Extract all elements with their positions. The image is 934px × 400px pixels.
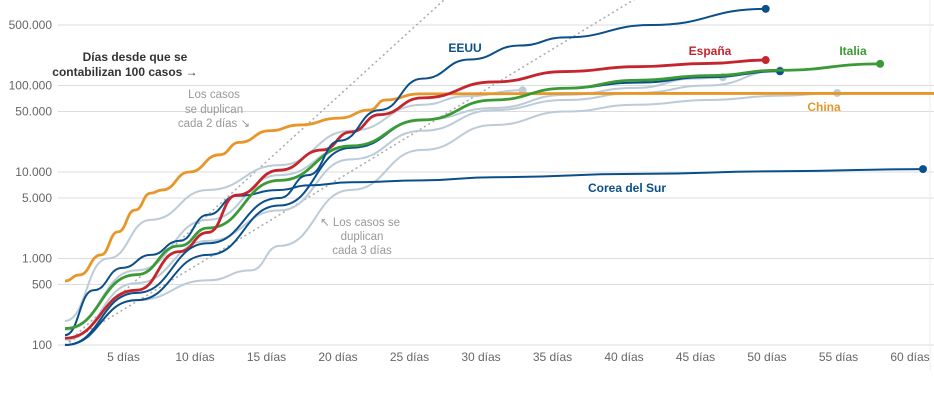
y-tick-label: 500	[32, 278, 52, 292]
x-tick-label: 50 días	[747, 350, 786, 364]
doubling-2-label-line2: se duplican	[185, 104, 243, 116]
doubling-2-label-line1: Los casos	[188, 89, 240, 101]
x-tick-label: 15 días	[247, 350, 286, 364]
doubling-3-label-line1: ↖ Los casos se	[320, 217, 400, 229]
x-tick-label: 40 días	[604, 350, 643, 364]
series-end-dot-italia	[876, 59, 885, 68]
x-tick-label: 60 días	[890, 350, 929, 364]
grid	[58, 0, 934, 370]
reference-lines	[64, 0, 635, 346]
x-tick-label: 55 días	[819, 350, 858, 364]
y-tick-label: 50.000	[15, 105, 52, 119]
y-axis-ticks: 100 500 1.000 5.000 10.000 50.000 100.000 500.0…	[9, 18, 53, 352]
series-end-dot-espana	[761, 56, 770, 65]
series-line-other-0	[64, 89, 523, 322]
y-tick-label: 5.000	[22, 191, 52, 205]
y-tick-label: 500.000	[9, 18, 53, 32]
x-axis-ticks: 5 días 10 días 15 días 20 días 25 días 30 día…	[107, 350, 930, 364]
series-end-dot-corea-del-sur	[919, 165, 927, 174]
label-italia: Italia	[839, 44, 867, 58]
label-eeuu: EEUU	[448, 41, 481, 55]
series-line-other-2	[64, 91, 838, 346]
doubling-3-label-line2: duplican	[341, 231, 384, 243]
x-axis-title-line2: contabilizan 100 casos →	[52, 65, 197, 79]
series-line-other-3	[64, 69, 781, 341]
series-line-espana	[64, 58, 766, 340]
x-tick-label: 35 días	[533, 350, 572, 364]
x-tick-label: 45 días	[676, 350, 715, 364]
x-axis-title-line1: Días desde que se	[83, 50, 188, 64]
doubling-3-days-line	[64, 0, 635, 346]
series-line-italia	[64, 62, 881, 330]
y-tick-label: 10.000	[15, 165, 52, 179]
series-line-other-1	[64, 76, 723, 331]
y-tick-label: 100.000	[9, 79, 53, 93]
series-line-corea-del-sur	[64, 168, 924, 337]
series-end-dot-eeuu	[761, 4, 770, 13]
series-lines	[64, 4, 934, 346]
x-tick-label: 25 días	[390, 350, 429, 364]
x-tick-label: 30 días	[461, 350, 500, 364]
label-china: China	[807, 100, 841, 114]
x-tick-label: 10 días	[175, 350, 214, 364]
doubling-2-days-line	[64, 0, 446, 346]
x-tick-label: 5 días	[107, 350, 140, 364]
y-tick-label: 100	[32, 338, 52, 352]
series-line-other-6	[64, 70, 781, 346]
doubling-3-label-line3: cada 3 días	[332, 245, 392, 257]
series-line-eeuu	[64, 7, 766, 346]
label-corea-del-sur: Corea del Sur	[588, 181, 666, 195]
x-tick-label: 20 días	[318, 350, 357, 364]
label-espana: España	[689, 44, 732, 58]
series-line-china	[64, 92, 934, 283]
doubling-2-label-line3: cada 2 días ↘	[178, 118, 250, 130]
y-tick-label: 1.000	[22, 252, 52, 266]
